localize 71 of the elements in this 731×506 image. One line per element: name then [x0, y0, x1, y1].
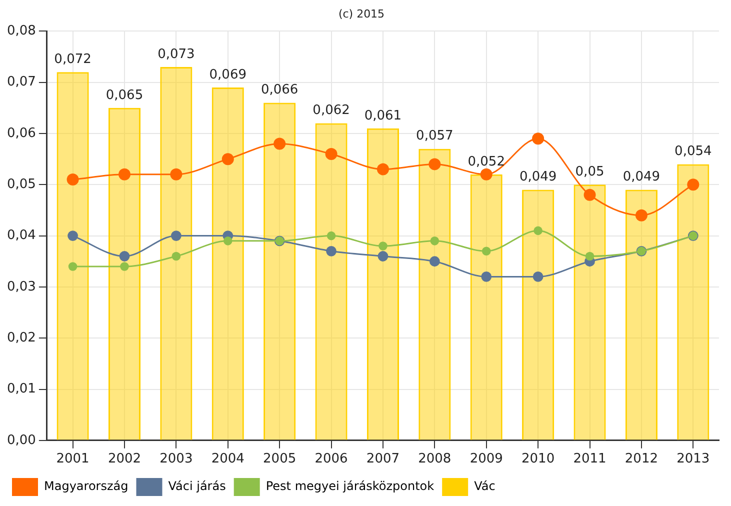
x-tick-label: 2009	[470, 452, 503, 467]
x-tick-label: 2008	[418, 452, 452, 467]
x-tick-label: 2003	[160, 452, 193, 467]
point	[170, 230, 182, 241]
data-label: 0,062	[312, 103, 350, 118]
y-tick-label: 0,01	[6, 382, 36, 397]
y-tick-label: 0,00	[6, 432, 36, 448]
point	[687, 178, 700, 191]
point	[378, 242, 388, 250]
point	[119, 251, 130, 262]
point	[68, 262, 78, 271]
data-label: 0,052	[468, 154, 505, 170]
data-label: 0,073	[158, 46, 195, 62]
data-label: 0,061	[364, 108, 402, 124]
x-tick-label: 2005	[263, 452, 296, 467]
chart-title: (c) 2015	[338, 7, 385, 20]
point	[376, 163, 389, 176]
x-tick-label: 2011	[573, 452, 606, 467]
point	[480, 168, 492, 180]
x-tick-label: 2002	[108, 452, 142, 467]
legend-label: Vác	[474, 479, 496, 494]
point	[118, 168, 130, 180]
data-label: 0,049	[622, 170, 660, 185]
data-label: 0,072	[54, 52, 92, 67]
y-tick-label: 0,05	[6, 177, 36, 192]
point	[223, 236, 232, 246]
x-tick-label: 2010	[522, 452, 555, 467]
y-tick-label: 0,06	[6, 126, 36, 141]
point	[428, 158, 441, 170]
point	[532, 132, 544, 145]
data-label: 0,065	[106, 88, 144, 103]
point	[222, 153, 234, 166]
data-label: 0,054	[674, 144, 712, 160]
legend-label: Magyarország	[44, 479, 128, 494]
point	[172, 252, 181, 261]
y-tick-label: 0,04	[6, 228, 36, 244]
point	[534, 226, 542, 236]
point	[120, 262, 129, 271]
y-tick-label: 0,07	[6, 74, 36, 90]
point	[378, 251, 388, 262]
x-tick-label: 2006	[314, 452, 348, 467]
point	[170, 168, 182, 180]
y-tick-label: 0,03	[6, 279, 36, 294]
point	[584, 188, 596, 201]
y-tick-label: 0,02	[6, 330, 36, 346]
x-tick-label: 2001	[56, 452, 90, 467]
legend-label: Pest megyei járásközpontok	[266, 479, 434, 494]
data-label: 0,049	[519, 170, 557, 185]
point	[635, 209, 648, 222]
data-label: 0,05	[575, 164, 604, 180]
data-label: 0,066	[260, 82, 298, 98]
x-tick-label: 2012	[624, 452, 658, 467]
point	[68, 230, 78, 241]
y-tick-label: 0,08	[6, 24, 36, 39]
point	[326, 231, 336, 240]
point	[532, 272, 544, 282]
point	[66, 174, 79, 186]
point	[274, 138, 286, 150]
data-label: 0,057	[416, 128, 454, 144]
point	[429, 256, 440, 267]
data-label: 0,069	[209, 67, 246, 82]
point	[430, 236, 440, 246]
x-tick-label: 2007	[366, 452, 400, 467]
x-tick-label: 2013	[676, 452, 710, 467]
x-tick-label: 2004	[211, 452, 244, 467]
legend-label: Váci járás	[168, 479, 226, 494]
point	[326, 246, 336, 256]
point	[585, 252, 594, 261]
point	[481, 272, 492, 282]
point	[325, 148, 338, 160]
point	[482, 246, 491, 256]
